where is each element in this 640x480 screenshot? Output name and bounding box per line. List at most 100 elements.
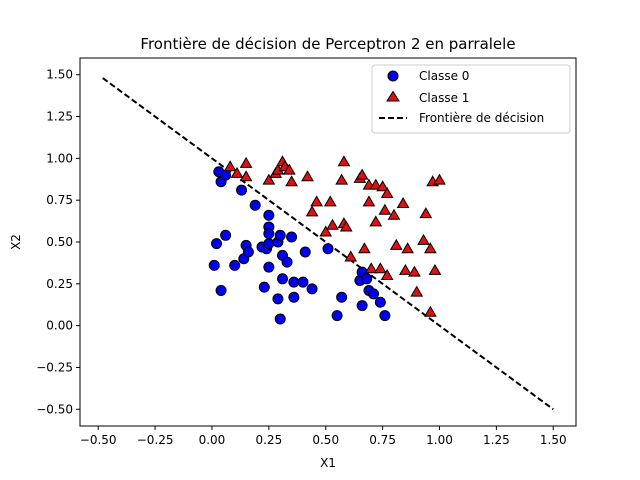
classe-0-point xyxy=(249,199,261,211)
x-tick-label: 0.75 xyxy=(369,433,396,447)
classe-0-point xyxy=(242,246,254,258)
y-axis-label: X2 xyxy=(9,234,23,250)
legend-marker-classe-1 xyxy=(386,90,400,102)
classe-1-point xyxy=(424,242,437,254)
classe-1-point xyxy=(376,180,389,192)
classe-0-point xyxy=(374,296,386,308)
classe-1-point xyxy=(378,203,392,215)
classe-1-point xyxy=(380,186,394,198)
classe-0-point xyxy=(281,256,293,268)
y-axis: −0.50 −0.25 0.00 0.25 0.50 0.75 1.00 1.25 1.50 xyxy=(36,68,80,416)
y-tick-label: −0.25 xyxy=(36,360,73,374)
classe-1-point xyxy=(369,178,383,190)
classe-0-point xyxy=(299,246,311,258)
classe-1-point xyxy=(373,262,387,274)
classe-0-point xyxy=(263,228,275,240)
classe-1-point xyxy=(408,265,421,277)
classe-0-point xyxy=(288,291,300,303)
classe-1-point xyxy=(424,305,437,317)
classe-1-point xyxy=(223,160,237,172)
x-axis: −0.50 −0.25 0.00 0.25 0.50 0.75 1.00 1.25 1.50 xyxy=(80,426,567,447)
x-tick-label: −0.25 xyxy=(137,433,174,447)
classe-1-point xyxy=(239,156,253,168)
classe-1-point xyxy=(419,207,433,219)
y-tick-label: 1.50 xyxy=(46,68,73,82)
classe-1-point xyxy=(305,205,319,217)
classe-1-point xyxy=(301,170,314,182)
classe-0-point xyxy=(368,288,380,300)
classe-1-point xyxy=(389,238,403,250)
classe-0-point xyxy=(220,169,232,181)
classe-1-point xyxy=(358,242,371,254)
classe-0-point xyxy=(288,276,300,288)
classe-1-point xyxy=(310,195,323,207)
classe-0-point xyxy=(215,285,227,297)
classe-0-point xyxy=(263,209,275,221)
classe-1-point xyxy=(337,155,351,167)
classe-0-point xyxy=(356,300,368,312)
legend: Classe 0 Classe 1 Frontière de décision xyxy=(371,64,571,134)
x-axis-label: X1 xyxy=(320,456,336,470)
classe-1-point xyxy=(355,168,369,180)
x-tick-label: 0.50 xyxy=(312,433,339,447)
classe-1-point xyxy=(364,262,378,274)
classe-1-point xyxy=(380,268,394,280)
classe-1-point xyxy=(369,215,383,227)
classe-1-point xyxy=(285,175,298,187)
classe-1-point xyxy=(433,173,446,185)
classe-0-point xyxy=(286,231,298,243)
classe-0-point xyxy=(258,281,270,293)
classe-1-point xyxy=(398,263,412,275)
legend-marker-classe-0 xyxy=(387,70,399,82)
x-tick-label: 1.25 xyxy=(483,433,510,447)
classe-1-point xyxy=(428,263,442,275)
classe-0-point xyxy=(331,310,343,322)
classe-0-point xyxy=(263,261,275,273)
classe-1-point xyxy=(282,163,296,175)
y-tick-label: 0.75 xyxy=(46,193,73,207)
legend-box xyxy=(371,64,571,134)
classe-1-point xyxy=(262,173,276,185)
classe-0-point xyxy=(208,259,220,271)
classe-1-point xyxy=(319,225,333,237)
classe-0-point xyxy=(274,313,286,325)
classe-0-point xyxy=(336,291,348,303)
classe-0-point xyxy=(361,273,373,285)
x-tick-label: 0.00 xyxy=(199,433,226,447)
classe-0-point xyxy=(236,184,248,196)
classe-1-point xyxy=(335,173,349,185)
classe-1-point xyxy=(387,208,401,220)
legend-label-classe-0: Classe 0 xyxy=(419,69,469,83)
classe-1-point xyxy=(401,242,415,254)
classe-0-point xyxy=(306,283,318,295)
classe-0-point xyxy=(263,238,275,250)
x-tick-label: 1.00 xyxy=(426,433,453,447)
classe-0-point xyxy=(274,229,286,241)
y-tick-label: 0.50 xyxy=(46,235,73,249)
plot-area xyxy=(102,77,554,411)
chart-title: Frontière de décision de Perceptron 2 en… xyxy=(140,35,515,53)
y-tick-label: 1.00 xyxy=(46,151,73,165)
y-tick-label: 0.25 xyxy=(46,277,73,291)
classe-0-point xyxy=(229,259,241,271)
legend-label-frontiere: Frontière de décision xyxy=(419,111,544,125)
legend-label-classe-1: Classe 1 xyxy=(419,91,469,105)
classe-1-point xyxy=(326,218,339,230)
classe-1-point xyxy=(323,195,337,207)
classe-0-point xyxy=(276,273,288,285)
classe-0-point xyxy=(220,229,232,241)
classe-0-point xyxy=(322,243,334,255)
classe-1-point xyxy=(230,166,244,178)
x-tick-label: −0.50 xyxy=(80,433,117,447)
y-tick-label: 0.00 xyxy=(46,319,73,333)
classe-1-point xyxy=(396,197,410,209)
classe-0-point xyxy=(379,310,391,322)
classe-1-point xyxy=(417,233,430,245)
x-tick-label: 0.25 xyxy=(255,433,282,447)
classe-1-point xyxy=(362,195,376,207)
classe-1-point xyxy=(239,170,253,182)
classe-1-point xyxy=(339,220,353,232)
y-tick-label: 1.25 xyxy=(46,110,73,124)
classe-0-point xyxy=(211,238,223,250)
